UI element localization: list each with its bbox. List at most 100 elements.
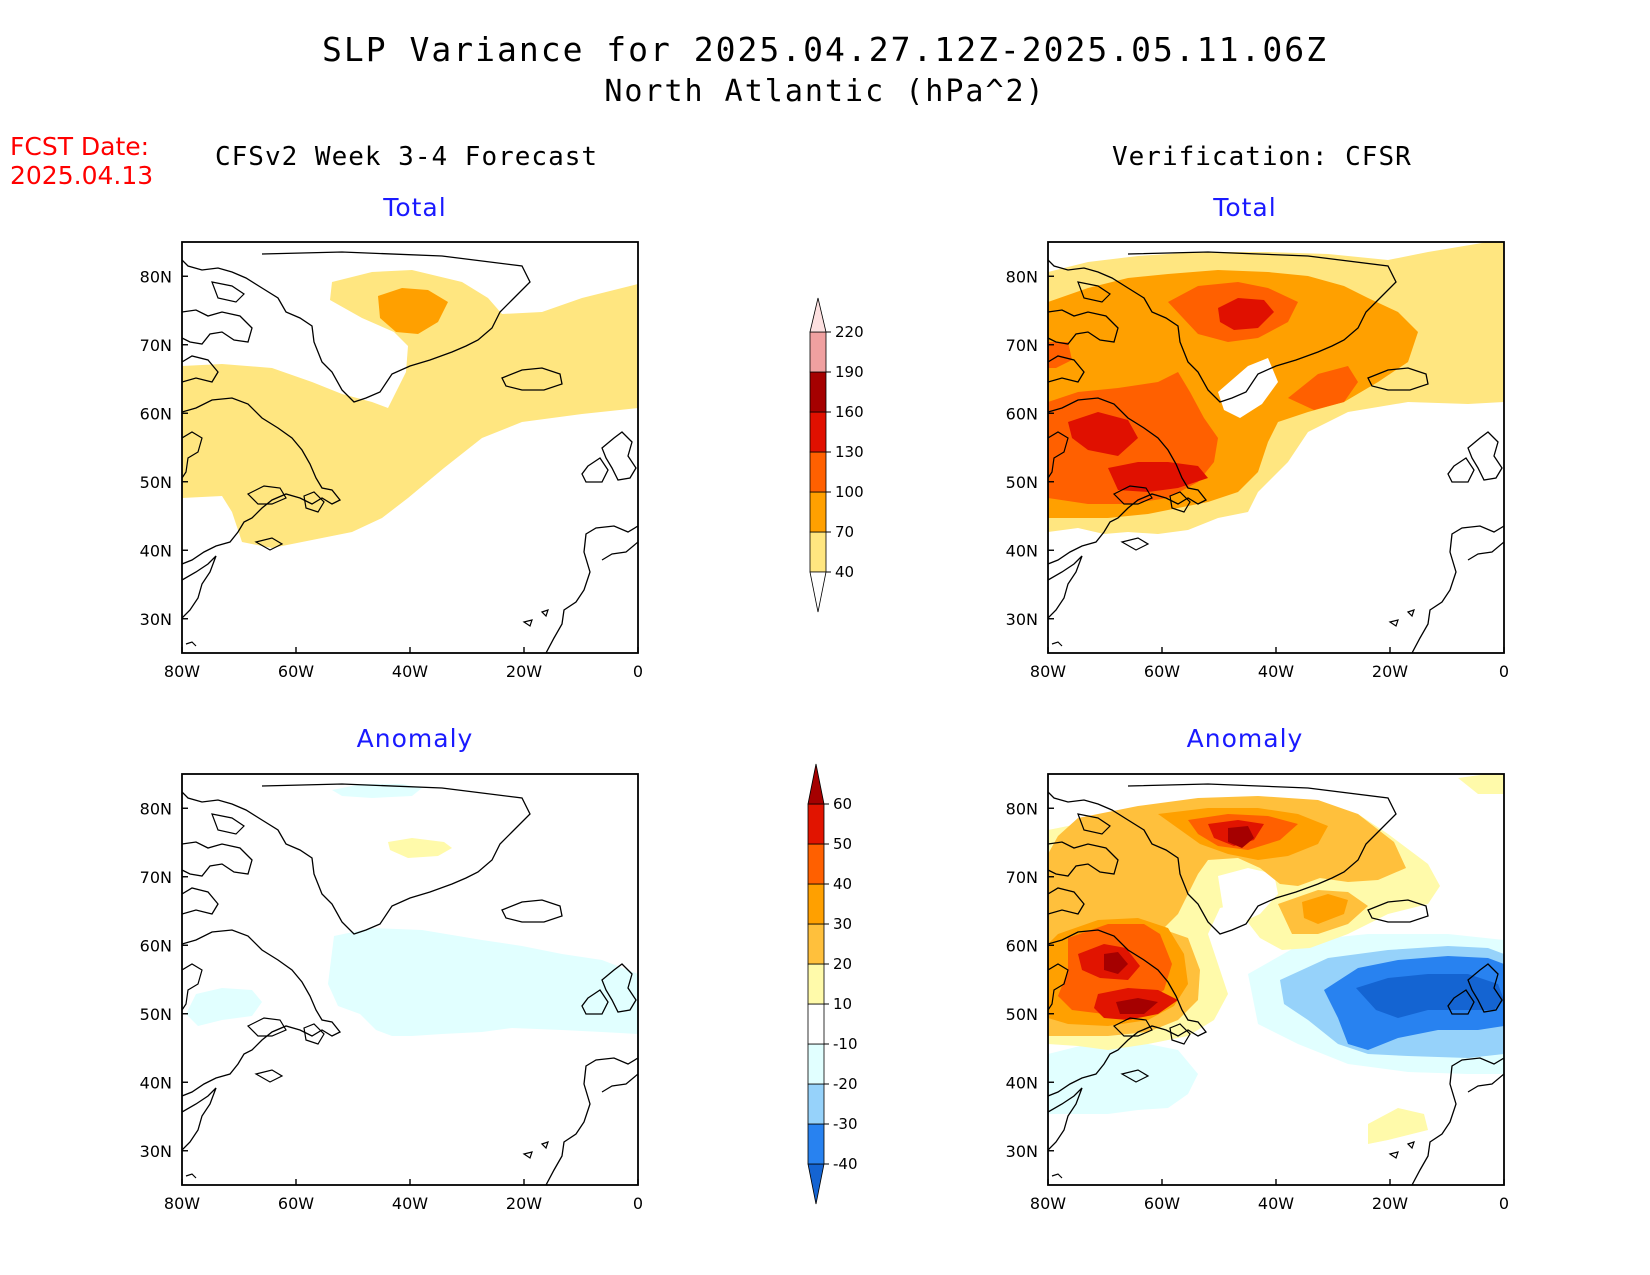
colorbar-swatch <box>807 923 825 965</box>
map-panel-forecast-anomaly: 80N 70N 60N 50N 40N 30N 80W 60W 40W 20W 0 <box>140 773 643 1213</box>
lat-tick-label: 50N <box>140 473 172 492</box>
lon-tick-label: 40W <box>392 1194 428 1213</box>
colorbar-swatch <box>807 1163 825 1205</box>
panel-title-verification-total: Total <box>1213 193 1277 222</box>
colorbar-swatch <box>809 531 827 573</box>
colorbar-swatch <box>807 883 825 925</box>
lon-tick-label: 0 <box>633 1194 643 1213</box>
lat-tick-label: 50N <box>1006 473 1038 492</box>
colorbar-label: 40 <box>835 563 854 581</box>
colorbar-label: 160 <box>835 403 864 421</box>
colorbar-swatch <box>807 1083 825 1125</box>
lon-tick-label: 40W <box>392 662 428 681</box>
colorbar-label: 30 <box>833 915 852 933</box>
panel-title-forecast-anomaly: Anomaly <box>356 724 474 753</box>
lon-tick-label: 20W <box>1372 1194 1408 1213</box>
lat-tick-label: 60N <box>1006 404 1038 423</box>
colorbar-label: 100 <box>835 483 864 501</box>
lon-tick-label: 60W <box>278 662 314 681</box>
colorbar-swatch <box>809 451 827 493</box>
colorbar-label: -40 <box>833 1155 858 1173</box>
lat-tick-label: 30N <box>140 610 172 629</box>
lon-tick-label: 80W <box>1030 1194 1066 1213</box>
lon-tick-label: 0 <box>1499 1194 1509 1213</box>
colorbar-swatch <box>807 843 825 885</box>
coastline <box>1048 783 1504 1185</box>
lat-tick-label: 70N <box>1006 336 1038 355</box>
colorbar-label: 130 <box>835 443 864 461</box>
lat-tick-label: 60N <box>140 404 172 423</box>
lat-tick-label: 80N <box>140 799 172 818</box>
colorbar-anomaly: -40 -30 -20 -10 10 20 30 40 50 60 <box>807 763 858 1205</box>
colorbar-swatch <box>807 963 825 1005</box>
lat-tick-label: 80N <box>1006 799 1038 818</box>
lat-tick-label: 50N <box>1006 1005 1038 1024</box>
lat-tick-label: 40N <box>1006 541 1038 560</box>
colorbar-label: -10 <box>833 1035 858 1053</box>
lon-tick-label: 60W <box>1144 1194 1180 1213</box>
colorbar-swatch <box>807 1003 825 1045</box>
map-panel-verification-total: 80N 70N 60N 50N 40N 30N 80W 60W 40W 20W 0 <box>1006 241 1509 681</box>
lon-tick-label: 0 <box>633 662 643 681</box>
contour-fill-verification-anomaly <box>1048 774 1504 1185</box>
fcst-date-value: 2025.04.13 <box>10 161 154 190</box>
lat-tick-label: 30N <box>1006 610 1038 629</box>
lat-tick-label: 70N <box>140 868 172 887</box>
lat-tick-label: 80N <box>1006 267 1038 286</box>
panel-title-forecast-total: Total <box>383 193 447 222</box>
colorbar-label: -30 <box>833 1115 858 1133</box>
colorbar-label: 40 <box>833 875 852 893</box>
colorbar-label: 50 <box>833 835 852 853</box>
lon-tick-label: 20W <box>506 1194 542 1213</box>
colorbar-swatch <box>807 1123 825 1165</box>
lat-tick-label: 30N <box>140 1142 172 1161</box>
colorbar-swatch <box>809 571 827 613</box>
colorbar-swatch <box>807 803 825 845</box>
colorbar-label: 10 <box>833 995 852 1013</box>
lon-tick-label: 40W <box>1258 662 1294 681</box>
lat-tick-label: 60N <box>140 936 172 955</box>
chart-title: SLP Variance for 2025.04.27.12Z-2025.05.… <box>322 30 1328 69</box>
colorbar-swatch <box>809 297 827 333</box>
lon-tick-label: 40W <box>1258 1194 1294 1213</box>
lat-tick-label: 40N <box>1006 1073 1038 1092</box>
colorbar-swatch <box>807 763 825 805</box>
map-panel-verification-anomaly: 80N 70N 60N 50N 40N 30N 80W 60W 40W 20W 0 <box>1006 773 1509 1213</box>
colorbar-label: 190 <box>835 363 864 381</box>
colorbar-label: 60 <box>833 795 852 813</box>
left-column-heading: CFSv2 Week 3-4 Forecast <box>215 142 599 172</box>
colorbar-swatch <box>809 371 827 413</box>
fcst-date-label: FCST Date: <box>10 132 150 161</box>
colorbar-swatch <box>809 331 827 373</box>
map-frame <box>1047 241 1505 654</box>
lat-tick-label: 50N <box>140 1005 172 1024</box>
contour-fill-verification-total <box>1048 242 1504 653</box>
contour-fill-forecast-total <box>182 242 638 653</box>
lat-tick-label: 80N <box>140 267 172 286</box>
lat-tick-label: 40N <box>140 541 172 560</box>
map-frame <box>181 773 639 1186</box>
colorbar-swatch <box>809 491 827 533</box>
map-frame <box>181 241 639 654</box>
lon-tick-label: 80W <box>164 1194 200 1213</box>
contour-fill-forecast-anomaly <box>182 774 638 1185</box>
lat-tick-label: 70N <box>140 336 172 355</box>
lat-tick-label: 30N <box>1006 1142 1038 1161</box>
colorbar-swatch <box>809 411 827 453</box>
panel-title-verification-anomaly: Anomaly <box>1186 724 1304 753</box>
coastline <box>1048 251 1504 653</box>
lon-tick-label: 0 <box>1499 662 1509 681</box>
coastline <box>182 783 638 1185</box>
colorbar-label: 220 <box>835 323 864 341</box>
chart-subtitle: North Atlantic (hPa^2) <box>604 74 1046 109</box>
colorbar-label: 20 <box>833 955 852 973</box>
coastline <box>182 251 638 653</box>
lat-tick-label: 40N <box>140 1073 172 1092</box>
colorbar-label: -20 <box>833 1075 858 1093</box>
lat-tick-label: 60N <box>1006 936 1038 955</box>
lon-tick-label: 80W <box>164 662 200 681</box>
colorbar-swatch <box>807 1043 825 1085</box>
lon-tick-label: 60W <box>278 1194 314 1213</box>
colorbar-label: 70 <box>835 523 854 541</box>
